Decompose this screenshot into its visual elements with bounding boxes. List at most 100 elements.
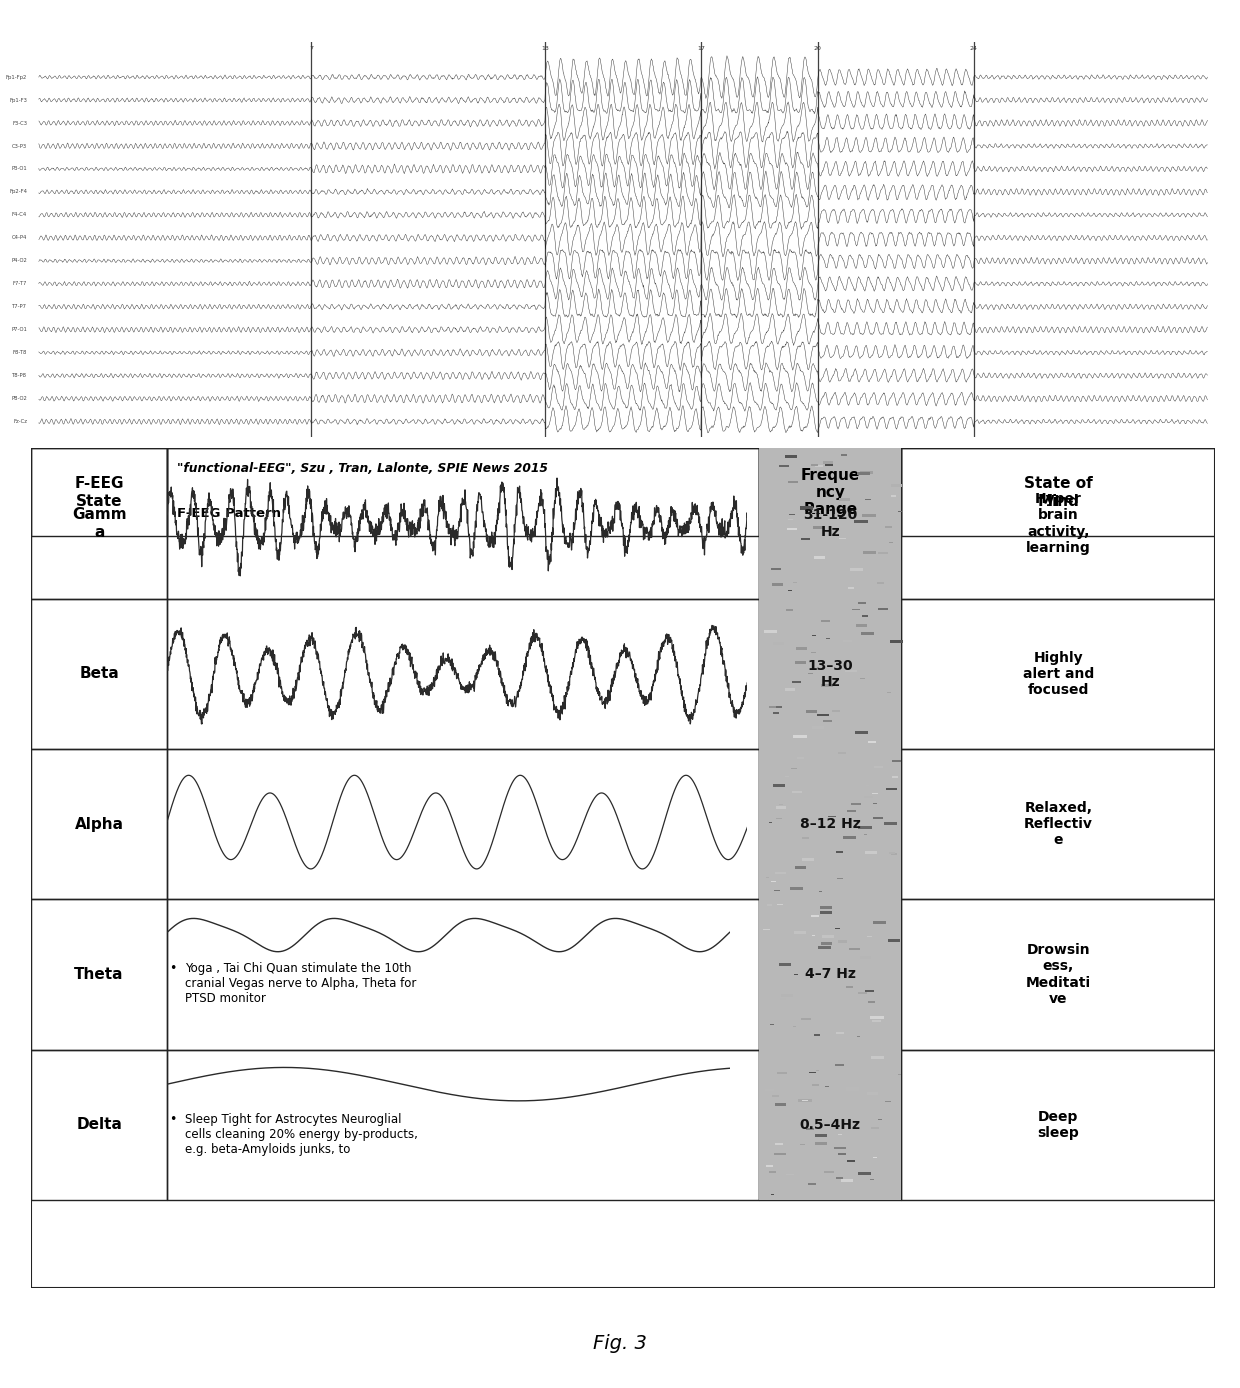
Text: 7: 7 — [310, 46, 314, 51]
Bar — [797, 756, 805, 759]
Bar — [901, 448, 1215, 537]
Text: 0.5–4Hz: 0.5–4Hz — [800, 1117, 861, 1131]
Bar — [769, 1171, 775, 1173]
Bar — [808, 509, 821, 514]
Bar — [813, 1034, 820, 1035]
Bar — [838, 752, 846, 754]
Bar — [799, 1098, 812, 1102]
Bar — [835, 1063, 844, 1066]
Bar — [813, 526, 825, 529]
Bar — [858, 992, 867, 994]
Text: 17: 17 — [697, 46, 706, 51]
Text: Fp1-F3: Fp1-F3 — [9, 97, 27, 103]
Bar — [901, 448, 1215, 598]
Bar — [759, 598, 901, 750]
Bar — [821, 942, 832, 945]
Bar — [872, 1056, 884, 1059]
Bar — [835, 1146, 846, 1149]
Bar — [890, 854, 898, 855]
Bar — [763, 929, 770, 930]
Bar — [836, 1177, 843, 1178]
Bar — [856, 625, 867, 627]
Bar — [861, 632, 874, 634]
Bar — [801, 837, 808, 838]
Bar — [759, 899, 901, 1049]
Text: Yoga , Tai Chi Quan stimulate the 10th
cranial Vegas nerve to Alpha, Theta for
P: Yoga , Tai Chi Quan stimulate the 10th c… — [185, 962, 417, 1005]
Bar — [823, 1170, 835, 1173]
Bar — [813, 557, 825, 559]
Bar — [31, 448, 167, 537]
Bar — [807, 1184, 816, 1185]
Bar — [848, 587, 854, 589]
Bar — [839, 539, 846, 540]
Bar — [759, 750, 901, 899]
Text: T8-P8: T8-P8 — [12, 373, 27, 378]
Bar — [901, 1049, 1215, 1199]
Bar — [878, 552, 888, 554]
Bar — [821, 906, 832, 909]
Bar — [795, 866, 806, 869]
Bar — [846, 985, 853, 988]
Bar — [759, 448, 901, 598]
Bar — [878, 608, 888, 609]
Bar — [781, 994, 792, 997]
Bar — [864, 795, 873, 798]
Bar — [852, 608, 861, 611]
Bar — [31, 899, 167, 1049]
Bar — [816, 465, 823, 468]
Bar — [801, 1017, 811, 1020]
Bar — [812, 726, 825, 729]
Bar — [790, 887, 804, 890]
Bar — [823, 720, 832, 722]
Bar — [808, 1072, 816, 1073]
Text: P3-O1: P3-O1 — [11, 167, 27, 172]
Bar — [796, 647, 807, 650]
Text: F7-T7: F7-T7 — [12, 282, 27, 286]
Bar — [874, 766, 883, 768]
Bar — [838, 941, 847, 942]
Bar — [821, 620, 830, 622]
Text: P7-O1: P7-O1 — [11, 328, 27, 332]
Bar — [786, 1174, 794, 1176]
Bar — [815, 1142, 827, 1145]
Bar — [847, 1160, 854, 1162]
Text: Relaxed,
Reflectiv
e: Relaxed, Reflectiv e — [1024, 801, 1092, 847]
Bar — [884, 526, 892, 527]
Bar — [873, 816, 883, 819]
Bar — [759, 1049, 901, 1199]
Text: F3-C3: F3-C3 — [12, 121, 27, 125]
Bar — [811, 915, 818, 916]
Bar — [841, 1178, 853, 1181]
Text: 31-120
Hz: 31-120 Hz — [804, 508, 858, 539]
Text: Sleep Tight for Astrocytes Neuroglial
cells cleaning 20% energy by-products,
e.g: Sleep Tight for Astrocytes Neuroglial ce… — [185, 1113, 418, 1156]
Text: 4–7 Hz: 4–7 Hz — [805, 967, 856, 981]
Text: State of
Mind: State of Mind — [1024, 476, 1092, 508]
Bar — [800, 507, 812, 509]
Bar — [795, 931, 806, 934]
Text: Fp2-F4: Fp2-F4 — [9, 189, 27, 194]
Bar — [868, 741, 877, 743]
Bar — [901, 899, 1215, 1049]
Text: 20: 20 — [813, 46, 822, 51]
Bar — [870, 1016, 884, 1019]
Text: T7-P7: T7-P7 — [12, 304, 27, 310]
Text: F4-C4: F4-C4 — [12, 212, 27, 218]
Bar — [838, 498, 849, 501]
Bar — [858, 602, 867, 604]
Bar — [759, 598, 901, 750]
Bar — [873, 920, 887, 924]
Bar — [759, 899, 901, 1049]
Bar — [802, 1099, 808, 1101]
Text: 8–12 Hz: 8–12 Hz — [800, 818, 861, 831]
Bar — [811, 465, 818, 466]
Bar — [774, 1152, 786, 1155]
Bar — [795, 661, 806, 663]
Bar — [856, 730, 868, 734]
Bar — [851, 568, 863, 570]
Bar — [817, 713, 828, 716]
Bar — [879, 716, 890, 719]
Bar — [786, 609, 794, 611]
Bar — [775, 1142, 782, 1145]
Bar — [844, 669, 857, 672]
Bar — [857, 472, 869, 475]
